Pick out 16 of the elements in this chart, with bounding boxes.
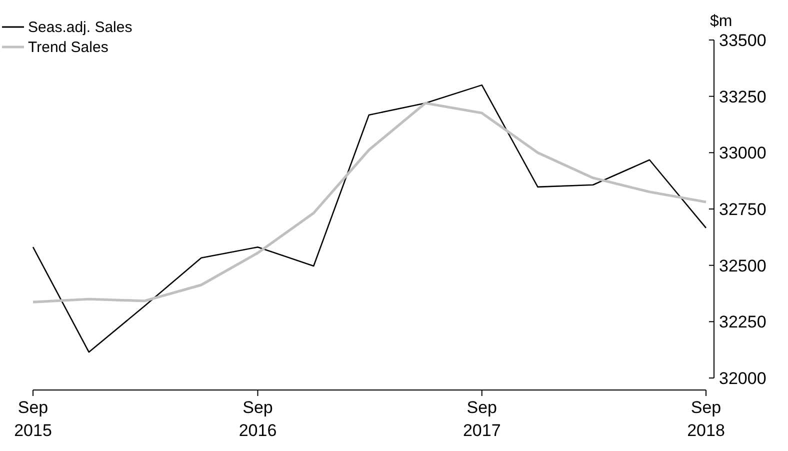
y-tick-label: 32500 — [719, 256, 766, 276]
y-tick-label: 33500 — [719, 31, 766, 50]
y-axis-title: $m — [710, 13, 732, 30]
legend-label: Seas.adj. Sales — [28, 19, 132, 36]
x-tick-label: Sep 2015 — [14, 398, 52, 440]
y-tick-label: 33250 — [719, 87, 766, 106]
legend-label: Trend Sales — [28, 39, 108, 56]
y-tick-label: 33000 — [719, 144, 766, 163]
x-tick-label: Sep 2016 — [238, 398, 277, 440]
y-tick-label: 32000 — [719, 369, 766, 388]
x-tick-label: Sep 2018 — [687, 398, 725, 440]
y-tick-label: 32750 — [719, 200, 766, 219]
y-tick-label: 32250 — [719, 312, 766, 332]
line-series — [32, 84, 707, 353]
x-tick-label: Sep 2017 — [462, 398, 501, 440]
line-series — [32, 102, 708, 304]
